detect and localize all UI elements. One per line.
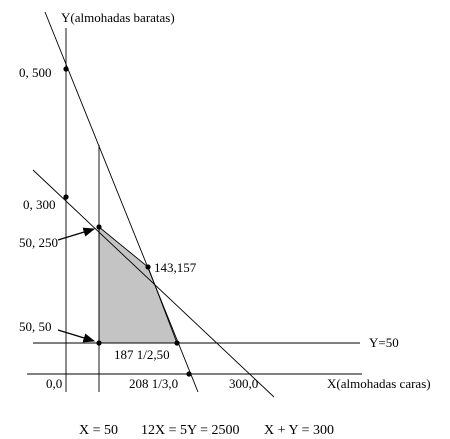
point-143-157 <box>145 264 151 270</box>
point-50-50 <box>96 340 102 346</box>
x-axis-label: X(almohadas caras) <box>327 376 431 391</box>
feasible-region <box>98 226 178 344</box>
label-0-500: 0, 500 <box>19 65 52 80</box>
label-300-0: 300,0 <box>229 376 258 391</box>
equation-12x-5y: 12X = 5Y = 2500 <box>141 423 240 438</box>
line-12x-5y-2500 <box>44 11 199 393</box>
point-187-50 <box>174 340 180 346</box>
label-0-300: 0, 300 <box>23 197 56 212</box>
label-y-equals-50: Y=50 <box>369 335 399 350</box>
point-0-300 <box>63 194 69 200</box>
label-50-50: 50, 50 <box>19 319 52 334</box>
point-50-250 <box>96 224 102 230</box>
label-187-50: 187 1/2,50 <box>114 347 170 362</box>
point-208-0 <box>186 371 192 377</box>
line-x-plus-y-300 <box>32 169 275 398</box>
label-143-157: 143,157 <box>154 260 197 275</box>
arrow-to-50-50 <box>57 329 96 343</box>
label-origin: 0,0 <box>46 376 62 391</box>
equation-x-50: X = 50 <box>79 423 118 438</box>
point-0-500 <box>63 66 69 72</box>
equation-x-plus-y: X + Y = 300 <box>264 423 334 438</box>
y-axis-label: Y(almohadas baratas) <box>61 10 175 25</box>
label-50-250: 50, 250 <box>19 235 58 250</box>
arrow-to-50-250 <box>57 227 96 241</box>
label-208-0: 208 1/3,0 <box>129 376 178 391</box>
